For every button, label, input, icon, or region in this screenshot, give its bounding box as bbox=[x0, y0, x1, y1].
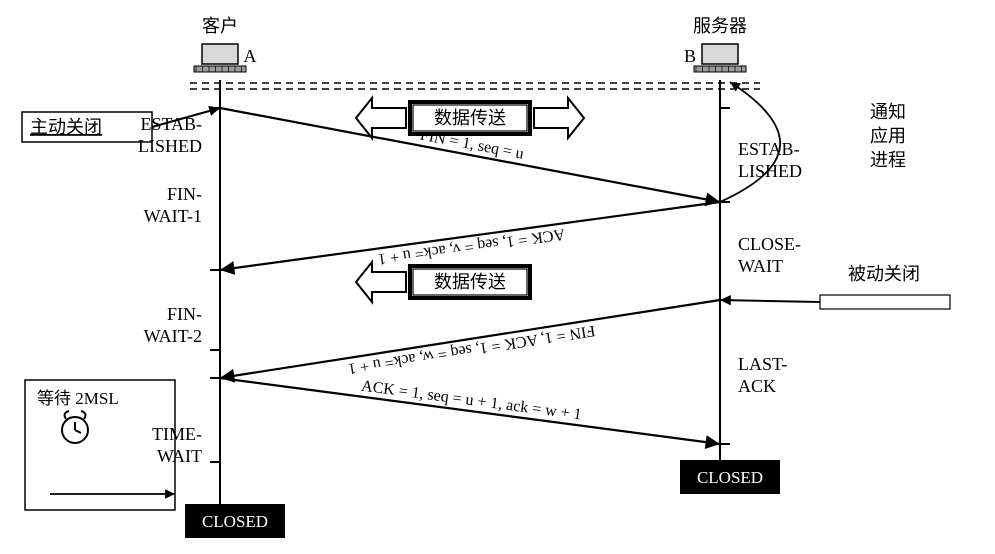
server-state-2-line-0: LAST- bbox=[738, 354, 787, 374]
client-closed: CLOSED bbox=[185, 504, 285, 538]
client-state-1-line-0: FIN- bbox=[167, 184, 202, 204]
server-state-1-line-1: WAIT bbox=[738, 256, 783, 276]
data-transfer-mid-label: 数据传送 bbox=[434, 272, 506, 292]
client-state-2-line-1: WAIT-2 bbox=[144, 326, 202, 346]
client-state-3-line-1: WAIT bbox=[157, 446, 202, 466]
notify-app-line-0: 通知 bbox=[870, 102, 906, 122]
passive-close-label: 被动关闭 bbox=[848, 264, 920, 284]
server-host-icon bbox=[694, 44, 746, 72]
wait-2msl-label: 等待 2MSL bbox=[37, 389, 119, 408]
server-letter: B bbox=[684, 46, 696, 66]
client-state-1-line-1: WAIT-1 bbox=[144, 206, 202, 226]
server-title: 服务器 bbox=[693, 16, 747, 36]
server-state-1-line-0: CLOSE- bbox=[738, 234, 801, 254]
active-close-label: 主动关闭 bbox=[30, 117, 102, 137]
client-title: 客户 bbox=[202, 16, 238, 36]
client-state-3-line-0: TIME- bbox=[152, 424, 202, 444]
data-transfer-top-label: 数据传送 bbox=[434, 108, 506, 128]
client-state-2-line-0: FIN- bbox=[167, 304, 202, 324]
client-state-0-line-0: ESTAB- bbox=[140, 114, 202, 134]
server-state-0-line-0: ESTAB- bbox=[738, 139, 800, 159]
client-state-0-line-1: LISHED bbox=[138, 136, 202, 156]
client-host-icon bbox=[194, 44, 246, 72]
notify-app-line-2: 进程 bbox=[870, 150, 906, 170]
client-closed-label: CLOSED bbox=[202, 512, 268, 531]
server-closed: CLOSED bbox=[680, 460, 780, 494]
client-letter: A bbox=[244, 46, 257, 66]
server-state-2-line-1: ACK bbox=[738, 376, 776, 396]
server-state-0-line-1: LISHED bbox=[738, 161, 802, 181]
server-closed-label: CLOSED bbox=[697, 468, 763, 487]
notify-app-line-1: 应用 bbox=[870, 126, 906, 146]
